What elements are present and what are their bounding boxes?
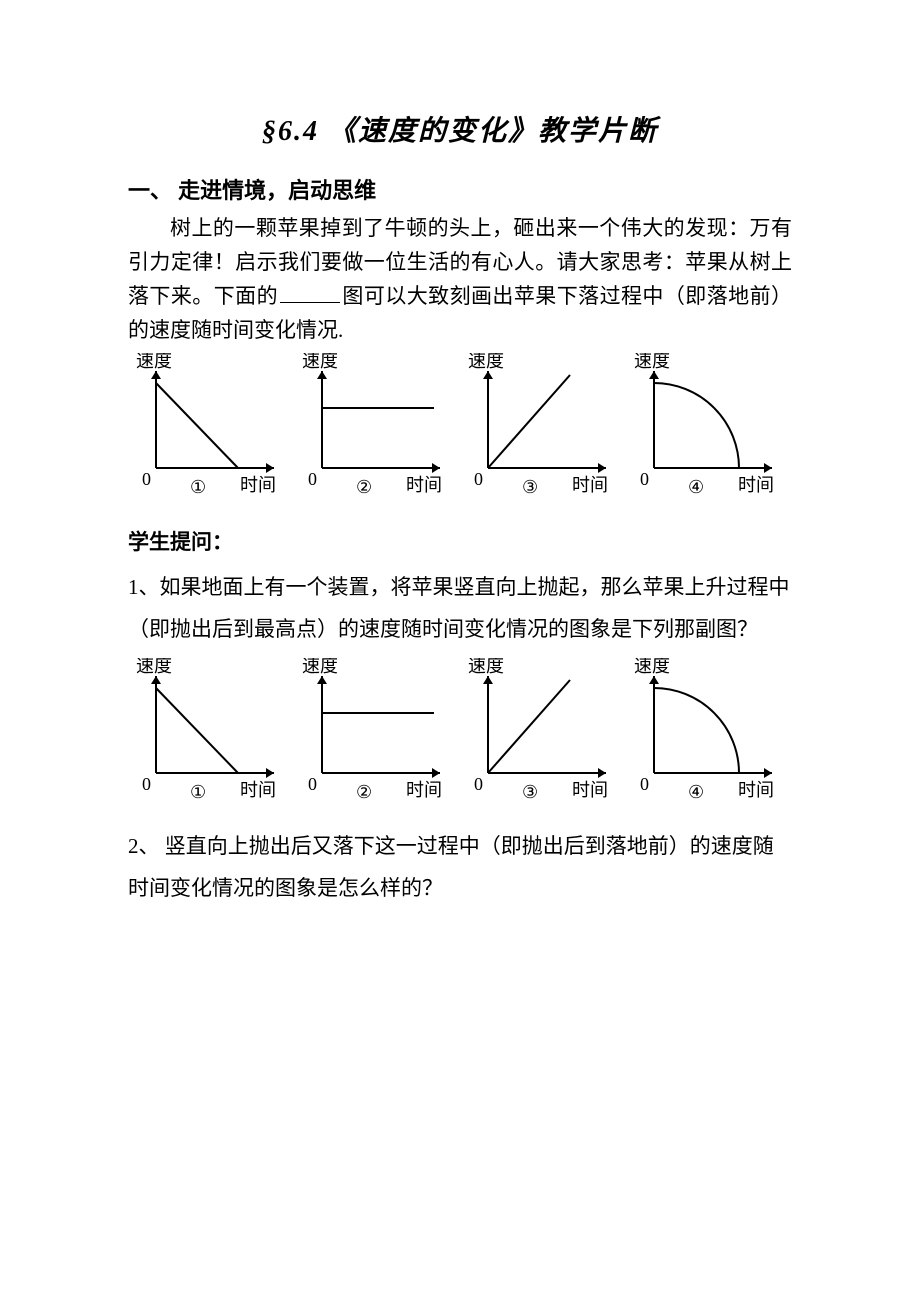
origin-label: 0 bbox=[474, 774, 483, 794]
graph-number-4: ④ bbox=[688, 477, 704, 497]
question-1: 1、如果地面上有一个装置，将苹果竖直向上抛起，那么苹果上升过程中（即抛出后到最高… bbox=[128, 566, 792, 650]
y-axis-label: 速度 bbox=[302, 353, 338, 371]
x-axis-label: 时间 bbox=[738, 780, 774, 800]
y-axis-label: 速度 bbox=[468, 658, 504, 676]
origin-label: 0 bbox=[308, 774, 317, 794]
origin-label: 0 bbox=[640, 774, 649, 794]
graph-number-2: ② bbox=[356, 477, 372, 497]
origin-label: 0 bbox=[142, 469, 151, 489]
origin-label: 0 bbox=[640, 469, 649, 489]
graph-2b: 速度 0 时间 ② bbox=[294, 658, 454, 803]
y-axis-label: 速度 bbox=[136, 353, 172, 371]
graph-1: 速度 0 时间 ① bbox=[128, 353, 288, 498]
x-axis-label: 时间 bbox=[240, 780, 276, 800]
y-axis-label: 速度 bbox=[468, 353, 504, 371]
y-axis-label: 速度 bbox=[634, 353, 670, 371]
y-axis-label: 速度 bbox=[634, 658, 670, 676]
x-axis-label: 时间 bbox=[406, 475, 442, 495]
graph-4b: 速度 0 时间 ④ bbox=[626, 658, 786, 803]
question-2: 2、 竖直向上抛出后又落下这一过程中（即抛出后到落地前）的速度随时间变化情况的图… bbox=[128, 825, 792, 909]
graph-4: 速度 0 时间 ④ bbox=[626, 353, 786, 498]
graph-3: 速度 0 时间 ③ bbox=[460, 353, 620, 498]
graph-1b: 速度 0 时间 ① bbox=[128, 658, 288, 803]
origin-label: 0 bbox=[474, 469, 483, 489]
graph-number-1: ① bbox=[190, 782, 206, 802]
section-1-heading: 一、 走进情境，启动思维 bbox=[128, 173, 792, 208]
x-axis-label: 时间 bbox=[572, 475, 608, 495]
y-axis-label: 速度 bbox=[302, 658, 338, 676]
graph-row-1: 速度 0 时间 ① 速度 0 时间 ② 速度 0 时间 ③ bbox=[128, 353, 792, 498]
graph-row-2: 速度 0 时间 ① 速度 0 时间 ② 速度 0 时间 ③ bbox=[128, 658, 792, 803]
graph-number-3: ③ bbox=[522, 477, 538, 497]
graph-number-1: ① bbox=[190, 477, 206, 497]
x-axis-label: 时间 bbox=[240, 475, 276, 495]
origin-label: 0 bbox=[308, 469, 317, 489]
graph-number-2: ② bbox=[356, 782, 372, 802]
intro-paragraph: 树上的一颗苹果掉到了牛顿的头上，砸出来一个伟大的发现：万有引力定律！启示我们要做… bbox=[128, 212, 792, 347]
page-title: §6.4 《速度的变化》教学片断 bbox=[128, 110, 792, 155]
y-axis-label: 速度 bbox=[136, 658, 172, 676]
origin-label: 0 bbox=[142, 774, 151, 794]
graph-3b: 速度 0 时间 ③ bbox=[460, 658, 620, 803]
x-axis-label: 时间 bbox=[738, 475, 774, 495]
student-heading: 学生提问： bbox=[128, 526, 792, 560]
graph-number-3: ③ bbox=[522, 782, 538, 802]
x-axis-label: 时间 bbox=[406, 780, 442, 800]
graph-2: 速度 0 时间 ② bbox=[294, 353, 454, 498]
graph-number-4: ④ bbox=[688, 782, 704, 802]
x-axis-label: 时间 bbox=[572, 780, 608, 800]
fill-blank[interactable] bbox=[280, 279, 340, 303]
